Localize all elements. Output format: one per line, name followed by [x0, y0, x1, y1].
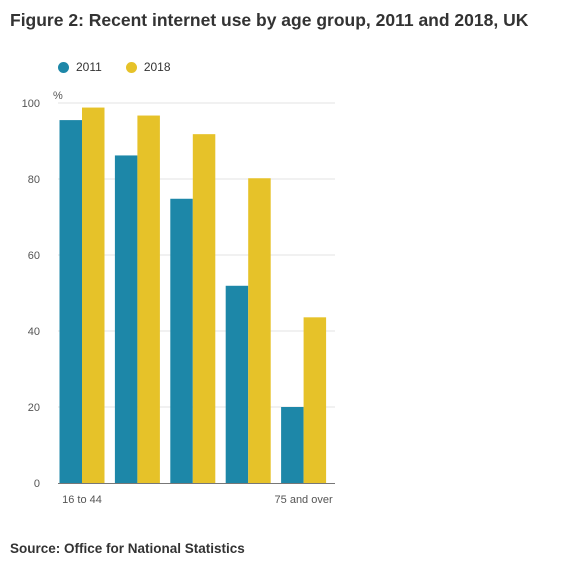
y-tick-label: 100 — [22, 98, 40, 110]
bar-2011-3 — [225, 285, 249, 483]
bar-chart: 0 20 40 60 80 100% 16 to 44 75 and over — [22, 90, 335, 506]
legend-item-2011: 2011 — [58, 60, 102, 74]
legend-label-2011: 2011 — [76, 60, 102, 74]
legend-label-2018: 2018 — [143, 60, 171, 74]
y-axis-unit-label: % — [53, 90, 63, 102]
y-tick-label: 80 — [28, 174, 40, 186]
legend: 2011 2018 — [58, 60, 195, 74]
bar-2018-3 — [248, 178, 271, 483]
bar-2011-1 — [114, 155, 138, 483]
y-tick-label: 0 — [34, 478, 40, 490]
chart-title: Figure 2: Recent internet use by age gro… — [10, 10, 529, 30]
legend-swatch-2011 — [58, 61, 69, 73]
bar-2011-2 — [170, 198, 193, 483]
x-tick-label: 16 to 44 — [62, 494, 102, 506]
bar-2018-4 — [303, 317, 327, 483]
bar-2018-1 — [137, 115, 160, 483]
legend-swatch-2018 — [125, 61, 137, 73]
x-tick-label: 75 and over — [275, 494, 333, 506]
source-note: Source: Office for National Statistics — [10, 541, 245, 556]
bar-2011-4 — [281, 407, 304, 483]
y-tick-label: 20 — [28, 402, 40, 414]
y-tick-label: 60 — [28, 250, 40, 262]
legend-item-2018: 2018 — [125, 60, 171, 74]
bar-2011-0 — [59, 120, 82, 483]
bar-2018-0 — [82, 107, 105, 483]
bar-2018-2 — [192, 134, 216, 483]
y-tick-label: 40 — [28, 326, 40, 338]
